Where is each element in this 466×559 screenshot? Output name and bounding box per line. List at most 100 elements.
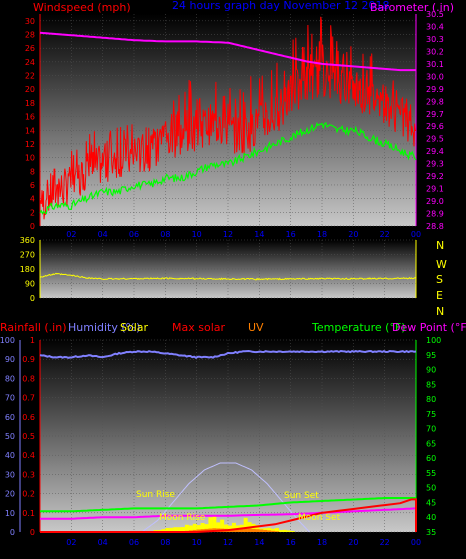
uv-bar xyxy=(263,529,268,532)
temperature-tick-label: 35 xyxy=(426,528,436,537)
windspeed-line xyxy=(39,16,416,220)
windspeed-tick-label: 12 xyxy=(25,140,35,149)
windspeed-tick-label: 10 xyxy=(25,154,35,163)
rainfall-tick-label: 0.4 xyxy=(22,451,35,460)
barometer-tick-label: 29.4 xyxy=(426,147,444,156)
temperature-tick-label: 45 xyxy=(426,498,436,507)
solar-bar xyxy=(173,527,178,532)
windspeed-tick-label: 24 xyxy=(25,58,35,67)
env-x-tick-label: 02 xyxy=(66,538,76,547)
wind-x-tick-label: 12 xyxy=(223,230,233,239)
dir-letter-w: W xyxy=(436,258,447,271)
uv-bar xyxy=(239,528,244,532)
windspeed-tick-label: 18 xyxy=(25,99,35,108)
direction-plot-area xyxy=(40,240,416,298)
temperature-tick-label: 85 xyxy=(426,380,436,389)
dew-point-line xyxy=(40,507,417,520)
env-x-tick-label: 04 xyxy=(98,538,108,547)
rainfall-tick-label: 0.6 xyxy=(22,413,35,422)
solar-bar xyxy=(181,527,185,532)
env-x-tick-label: 10 xyxy=(192,538,202,547)
solar-bar xyxy=(255,524,260,532)
tick-labels: 02468101214161820222426283028.828.929.02… xyxy=(0,10,444,547)
temperature-tick-label: 65 xyxy=(426,439,436,448)
windspeed-tick-label: 28 xyxy=(25,31,35,40)
annotation-moon-rise: Moon Rise xyxy=(159,513,206,523)
windspeed-tick-label: 16 xyxy=(25,113,35,122)
wind-x-tick-label: 10 xyxy=(192,230,202,239)
uv-bar xyxy=(267,530,272,532)
annotation-sun-set: Sun Set xyxy=(284,491,319,501)
barometer-tick-label: 28.9 xyxy=(426,210,444,219)
temperature-tick-label: 50 xyxy=(426,484,436,493)
humidity-tick-label: 40 xyxy=(5,451,15,460)
rainfall-tick-label: 0.8 xyxy=(22,374,35,383)
wind-x-tick-label: 02 xyxy=(66,230,76,239)
solar-bar xyxy=(224,524,229,532)
windspeed-tick-label: 20 xyxy=(25,85,35,94)
windspeed-tick-label: 4 xyxy=(30,195,35,204)
rainfall-tick-label: 0.2 xyxy=(22,490,35,499)
solar-bar xyxy=(231,522,236,532)
env-x-tick-label: 12 xyxy=(223,538,233,547)
solar-bar xyxy=(188,525,193,532)
humidity-tick-label: 50 xyxy=(5,432,15,441)
dir-letter-n-top: N xyxy=(436,239,444,252)
uv-bar xyxy=(275,531,279,532)
solar-bar xyxy=(208,517,213,532)
humidity-tick-label: 30 xyxy=(5,470,15,479)
windspeed-tick-label: 8 xyxy=(30,167,35,176)
env-x-tick-label: 14 xyxy=(254,538,264,547)
uv-bar xyxy=(235,528,240,532)
series xyxy=(39,16,417,533)
solar-bar xyxy=(192,523,197,532)
temperature-tick-label: 75 xyxy=(426,410,436,419)
solar-bar xyxy=(212,515,217,532)
humidity-tick-label: 100 xyxy=(0,336,15,345)
solar-bar xyxy=(267,527,272,532)
wind-x-tick-label: 16 xyxy=(286,230,296,239)
legend-uv: UV xyxy=(248,321,264,334)
windspeed-tick-label: 0 xyxy=(30,222,35,231)
windspeed-tick-label: 6 xyxy=(30,181,35,190)
rainfall-tick-label: 0 xyxy=(30,528,35,537)
temperature-tick-label: 95 xyxy=(426,351,436,360)
solar-bar xyxy=(275,527,279,532)
direction-tick-label: 360 xyxy=(20,236,35,245)
uv-bar xyxy=(192,529,197,532)
wind-average-line xyxy=(39,121,417,215)
solar-bar xyxy=(161,529,166,532)
env-x-tick-label: 20 xyxy=(348,538,358,547)
chart-title: 24 hours graph day November 12 2018 xyxy=(172,0,390,12)
uv-bar xyxy=(255,529,260,532)
wind-direction-line xyxy=(39,272,417,281)
wind-x-tick-label: 22 xyxy=(380,230,390,239)
barometer-tick-label: 29.0 xyxy=(426,197,444,206)
solar-bar xyxy=(177,527,182,532)
solar-bar xyxy=(216,522,221,532)
wind-x-tick-label: 20 xyxy=(348,230,358,239)
wind-x-tick-label: 00 xyxy=(411,230,421,239)
humidity-tick-label: 70 xyxy=(5,394,15,403)
barometer-tick-label: 29.9 xyxy=(426,85,444,94)
temperature-tick-label: 80 xyxy=(426,395,436,404)
barometer-tick-label: 29.5 xyxy=(426,135,444,144)
uv-bar xyxy=(247,528,252,532)
solar-bar xyxy=(282,529,287,532)
legend-solar: Solar xyxy=(120,321,149,334)
uv-bar xyxy=(259,529,264,532)
solar-bar xyxy=(243,517,248,532)
humidity-line xyxy=(39,349,417,359)
legend-rainfall: Rainfall (.in) xyxy=(0,321,67,334)
direction-tick-label: 270 xyxy=(20,251,35,260)
barometer-tick-label: 30.0 xyxy=(426,72,444,81)
humidity-tick-label: 10 xyxy=(5,509,15,518)
uv-bar xyxy=(231,528,236,532)
temperature-tick-label: 60 xyxy=(426,454,436,463)
barometer-tick-label: 30.1 xyxy=(426,60,444,69)
barometer-line xyxy=(39,31,416,72)
solar-bar xyxy=(290,531,295,532)
env-x-tick-label: 18 xyxy=(317,538,327,547)
env-x-tick-label: 00 xyxy=(411,538,421,547)
